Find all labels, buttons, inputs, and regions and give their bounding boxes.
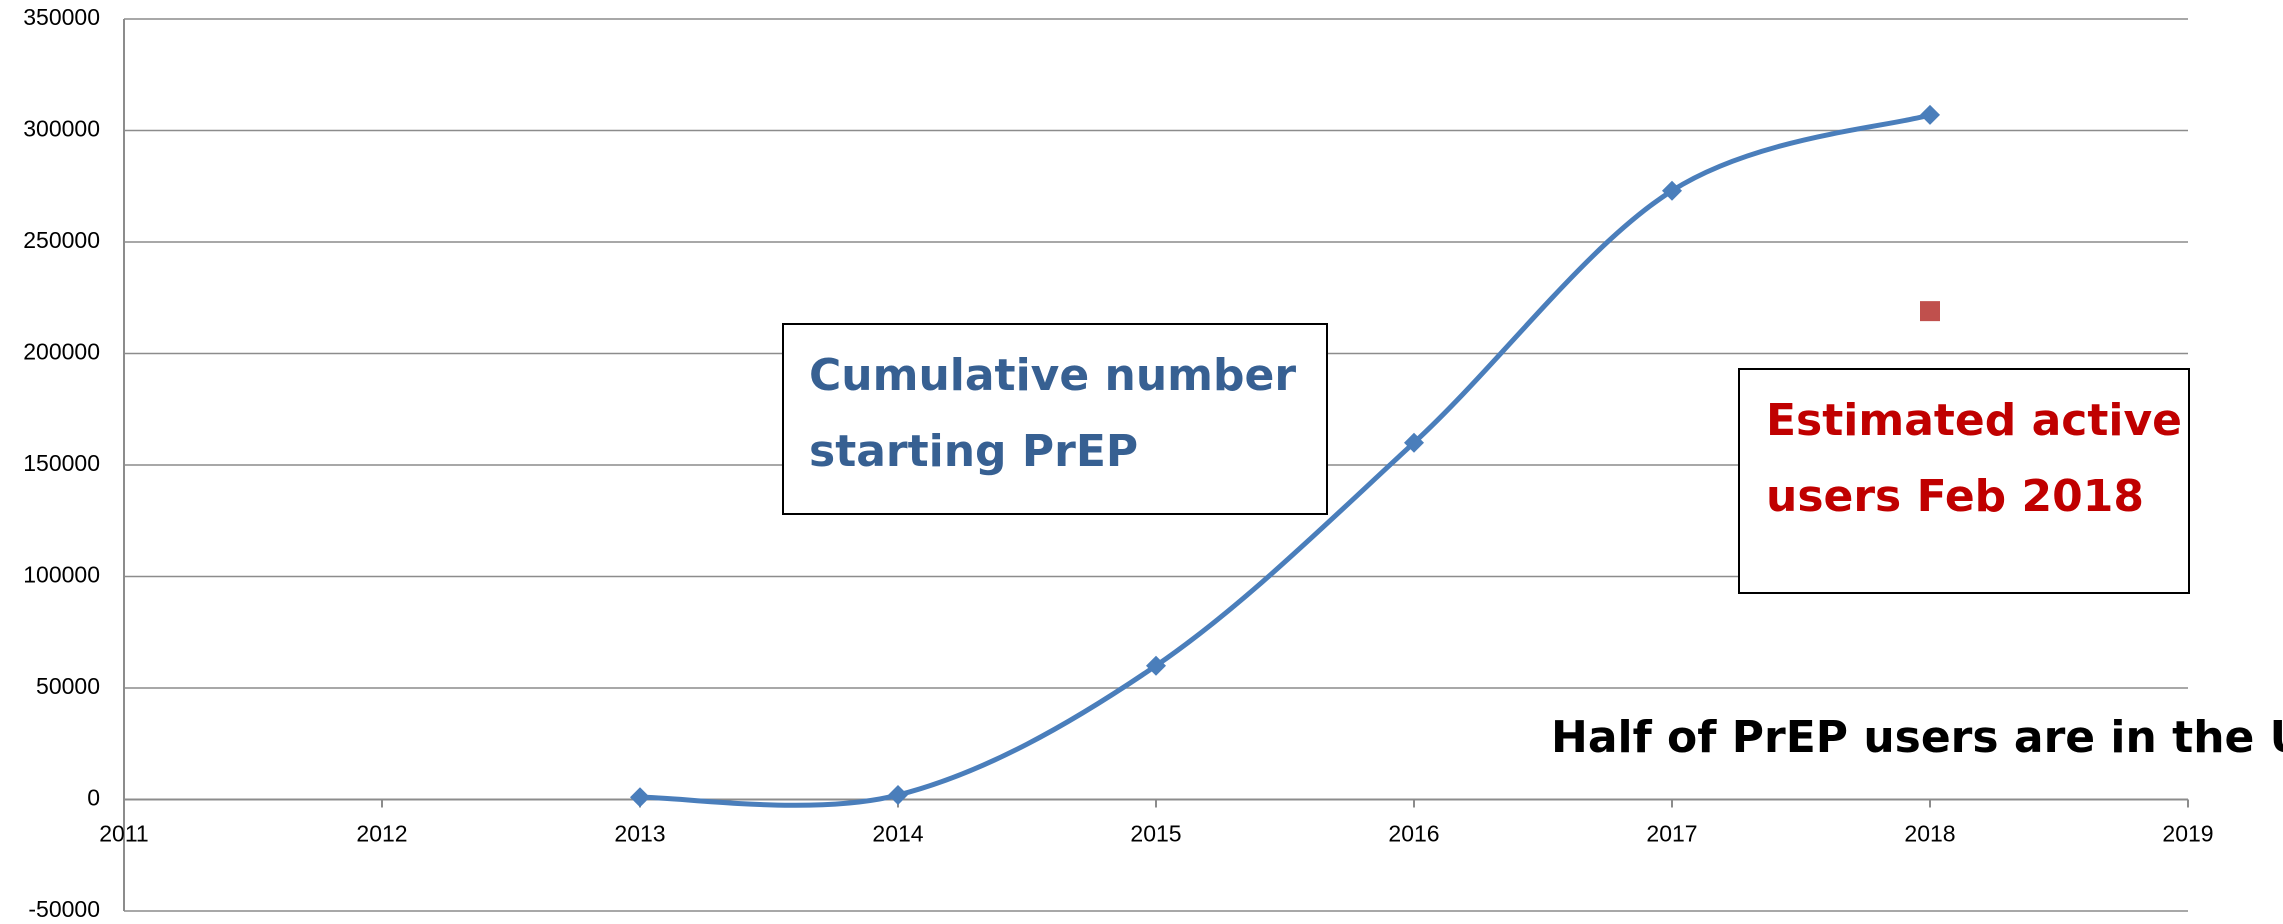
y-tick-label: 150000 (23, 450, 100, 476)
data-point (1920, 104, 1940, 125)
x-tick-label: 2018 (1904, 821, 1955, 847)
x-tick-label: 2016 (1388, 821, 1439, 847)
data-point (1404, 432, 1424, 453)
y-tick-label: 200000 (23, 339, 100, 365)
x-tick-label: 2012 (356, 821, 407, 847)
y-tick-label: 250000 (23, 227, 100, 253)
x-tick-label: 2011 (99, 821, 148, 847)
annotation-text: Half of PrEP users are in the U.S. (1551, 712, 2283, 763)
annotation-text: starting PrEP (809, 426, 1138, 477)
series-line (639, 112, 1931, 808)
annotation-box (1738, 368, 2190, 594)
y-tick-label: 0 (87, 785, 100, 811)
annotation-box (782, 323, 1328, 515)
data-point (630, 787, 650, 808)
y-tick-label: -50000 (28, 896, 100, 922)
x-tick-label: 2014 (872, 821, 923, 847)
annotation-text: Estimated active (1766, 395, 2182, 446)
data-point (1920, 301, 1940, 322)
x-tick-label: 2015 (1130, 821, 1181, 847)
y-tick-label: 350000 (23, 4, 100, 30)
data-point (1662, 180, 1682, 201)
y-tick-label: 100000 (23, 562, 100, 588)
y-tick-label: 50000 (36, 673, 100, 699)
x-tick-label: 2017 (1646, 821, 1697, 847)
x-tick-label: 2019 (2162, 821, 2213, 847)
annotation-text: Cumulative number (809, 350, 1296, 401)
y-tick-label: 300000 (23, 116, 100, 142)
data-point (888, 785, 908, 806)
x-tick-label: 2013 (614, 821, 665, 847)
data-point (1146, 655, 1166, 676)
annotation-text: users Feb 2018 (1766, 471, 2144, 522)
